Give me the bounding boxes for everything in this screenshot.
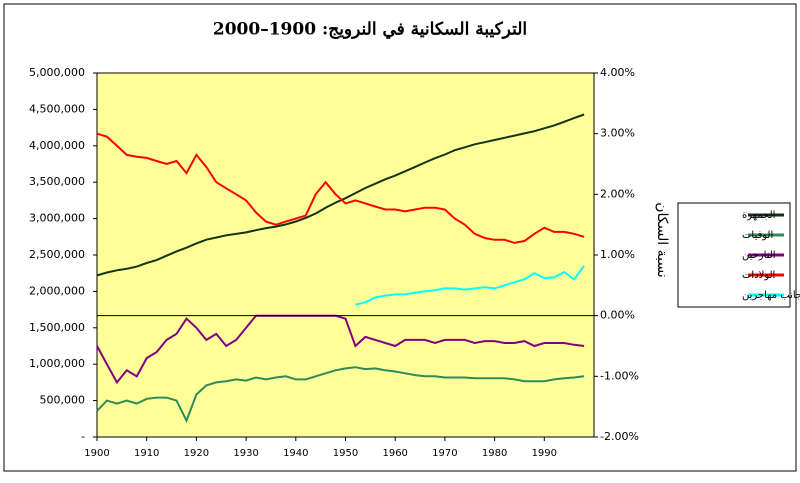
- series-line: [96, 132, 585, 244]
- series-line: [96, 113, 585, 277]
- y2-axis-label: نسبة السكان: [654, 202, 670, 278]
- x-tick-label: 1970: [432, 448, 457, 459]
- legend-label: النازحين: [742, 250, 776, 261]
- legend-label: الوفيات: [742, 230, 773, 241]
- y2-tick-label: 1.00%: [600, 248, 635, 261]
- legend-label: أجانب مهاجرين: [742, 288, 800, 301]
- series-line: [355, 265, 585, 306]
- y2-tick-label: 0.00%: [600, 309, 635, 322]
- y-tick-label: 3,500,000: [29, 175, 85, 188]
- y2-tick-label: 3.00%: [600, 127, 635, 140]
- y2-tick-label: -2.00%: [600, 430, 639, 443]
- x-tick-label: 1940: [283, 448, 308, 459]
- y-tick-label: 4,500,000: [29, 102, 85, 115]
- series-line: [96, 366, 585, 424]
- x-tick-label: 1950: [333, 448, 358, 459]
- y2-tick-label: -1.00%: [600, 369, 639, 382]
- y-tick-label: 5,000,000: [29, 66, 85, 79]
- plot-area: [96, 72, 595, 438]
- x-tick-label: 1910: [134, 448, 159, 459]
- x-tick-label: 1960: [382, 448, 407, 459]
- x-tick-label: 1920: [184, 448, 209, 459]
- legend-label: الجمهرة: [742, 210, 775, 221]
- y-tick-label: 2,000,000: [29, 284, 85, 297]
- x-tick-label: 1930: [233, 448, 258, 459]
- x-tick-label: 1990: [532, 448, 557, 459]
- y-tick-label: 1,500,000: [29, 321, 85, 334]
- y-tick-label: 3,000,000: [29, 212, 85, 225]
- legend-label: الولادات: [742, 270, 775, 281]
- y-tick-label: 500,000: [40, 394, 86, 407]
- y-tick-label: 2,500,000: [29, 248, 85, 261]
- series-line: [96, 314, 585, 385]
- y2-tick-label: 2.00%: [600, 187, 635, 200]
- y2-tick-label: 4.00%: [600, 66, 635, 79]
- chart-title: التركيبة السكانية في النرويج: 1900–2000: [213, 20, 527, 40]
- y-tick-label: -: [81, 430, 85, 443]
- x-tick-label: 1900: [84, 448, 109, 459]
- y-tick-label: 1,000,000: [29, 357, 85, 370]
- y-tick-label: 4,000,000: [29, 139, 85, 152]
- x-tick-label: 1980: [482, 448, 507, 459]
